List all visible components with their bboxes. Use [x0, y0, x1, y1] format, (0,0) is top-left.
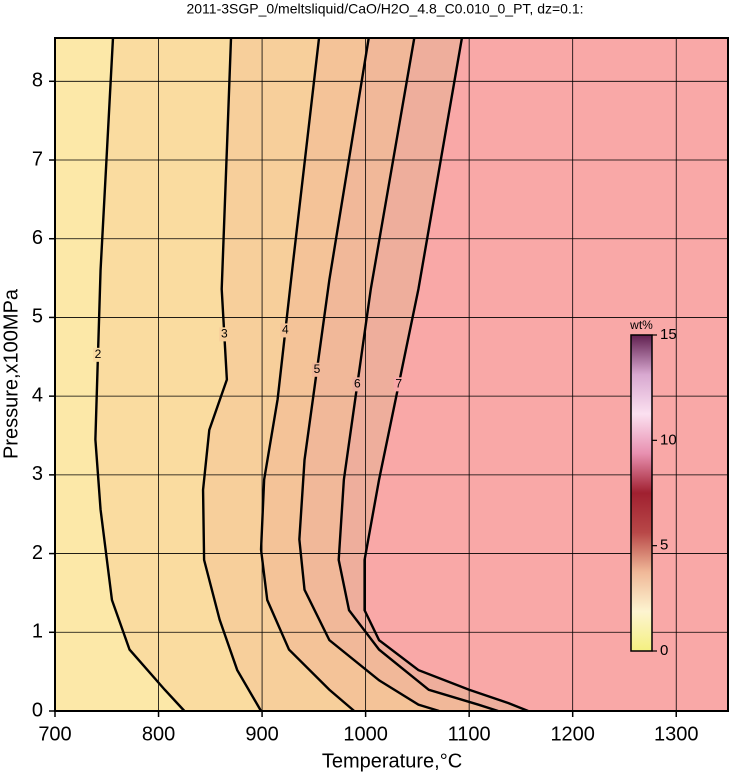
contour-label-bg — [393, 377, 404, 392]
y-tick-label: 1 — [32, 621, 43, 643]
contour-label: 2 — [95, 347, 102, 361]
contour-label-bg — [280, 323, 291, 338]
contour-line — [259, 37, 356, 712]
plot-frame — [54, 37, 729, 712]
x-tick-label: 1100 — [448, 723, 491, 745]
y-tick-label: 0 — [32, 699, 43, 721]
contour-label-bg — [92, 347, 103, 362]
contour-label-bg — [311, 362, 322, 377]
y-tick-label: 6 — [32, 227, 43, 249]
y-tick-label: 8 — [32, 70, 43, 92]
chart-title: 2011-3SGP_0/meltsliquid/CaO/H2O_4.8_C0.0… — [186, 1, 583, 17]
contour-label: 7 — [395, 377, 402, 391]
x-tick-label: 800 — [142, 723, 175, 745]
contour-label: 4 — [282, 323, 289, 337]
contour-label: 5 — [314, 362, 321, 376]
x-tick-label: 1200 — [550, 723, 595, 745]
contour-label-bg — [352, 377, 363, 392]
colorbar-label: wt% — [629, 318, 653, 332]
x-tick-label: 1000 — [343, 723, 388, 745]
y-axis-label: Pressure,x100MPa — [0, 288, 22, 459]
contour-line — [201, 37, 263, 712]
colorbar-tick-label: 0 — [660, 642, 668, 659]
contour-label: 6 — [354, 377, 361, 391]
y-tick-label: 4 — [32, 384, 43, 406]
y-tick-label: 2 — [32, 542, 43, 564]
x-tick-label: 900 — [245, 723, 278, 745]
contour-line — [298, 37, 440, 713]
colorbar-tick-label: 5 — [660, 537, 668, 554]
x-tick-label: 1300 — [654, 723, 699, 745]
y-tick-label: 5 — [32, 306, 43, 328]
contour-line — [94, 37, 186, 712]
contour-line — [337, 37, 499, 713]
x-axis-label: Temperature,°C — [322, 750, 462, 772]
contour-label: 3 — [221, 327, 228, 341]
y-tick-label: 7 — [32, 148, 43, 170]
colorbar-tick-label: 15 — [660, 326, 677, 343]
y-tick-label: 3 — [32, 463, 43, 485]
colorbar — [630, 334, 653, 652]
colorbar-tick-label: 10 — [660, 431, 677, 448]
contour-label-bg — [219, 327, 230, 342]
x-tick-label: 700 — [38, 723, 71, 745]
